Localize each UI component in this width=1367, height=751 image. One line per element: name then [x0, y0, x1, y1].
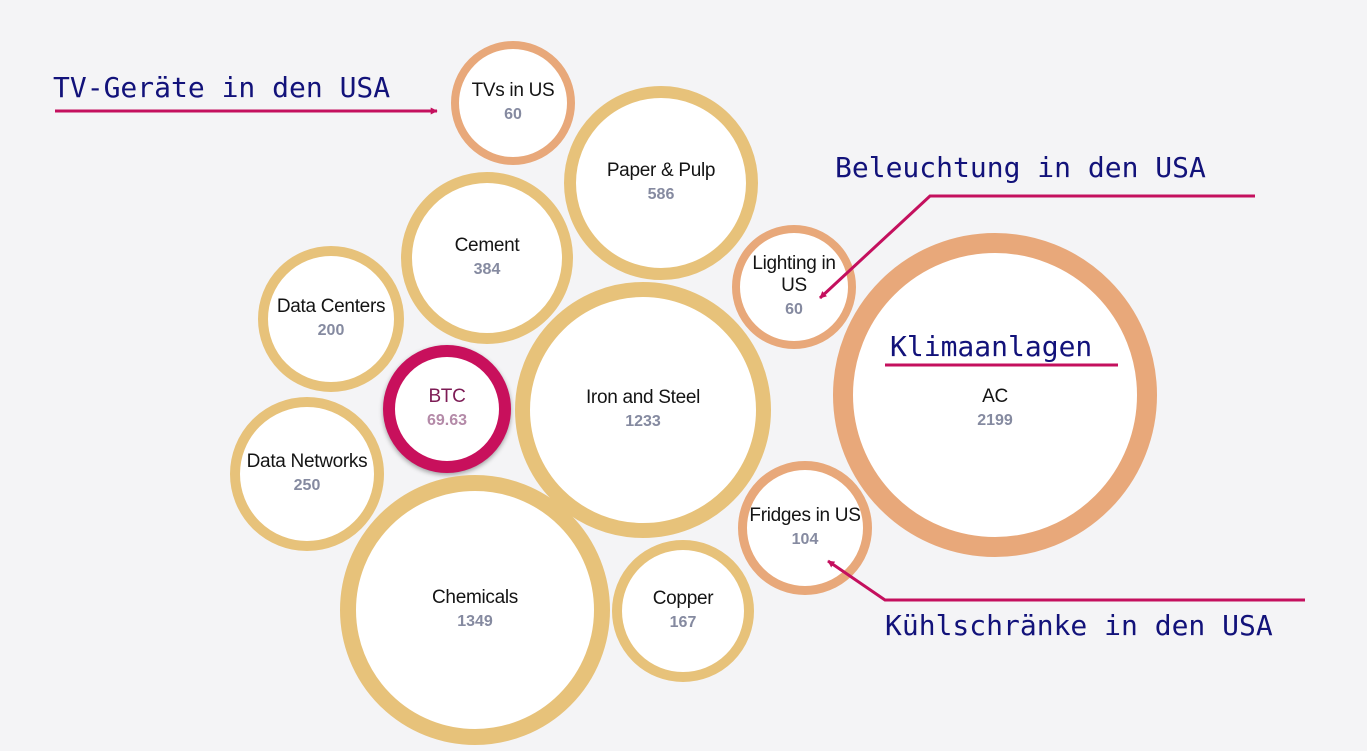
bubble-label: Iron and Steel [585, 387, 701, 408]
bubble-label: Data Networks [246, 451, 368, 472]
bubble-value: 60 [785, 301, 803, 318]
annotation-ac: Klimaanlagen [890, 330, 1093, 363]
bubble-datanetworks: Data Networks 250 [230, 397, 384, 551]
bubble-value: 250 [293, 477, 321, 494]
bubble-value: 586 [647, 186, 675, 203]
annotation-fridges: Kühlschränke in den USA [885, 609, 1273, 642]
bubble-label: BTC [428, 386, 466, 407]
bubble-cement: Cement 384 [401, 172, 573, 344]
bubble-label: Lighting in US [752, 253, 836, 296]
bubble-label: Paper & Pulp [606, 160, 716, 181]
arrow-lighting [818, 194, 1255, 300]
bubble-btc: BTC 69.63 [383, 345, 511, 473]
bubble-copper: Copper 167 [612, 540, 754, 682]
annotation-tvs: TV-Geräte in den USA [53, 71, 391, 104]
bubble-label: TVs in US [471, 80, 555, 101]
bubble-value: 1349 [457, 613, 493, 630]
annotation-lighting: Beleuchtung in den USA [835, 151, 1206, 184]
bubble-value: 384 [473, 261, 501, 278]
bubble-label: Cement [454, 235, 520, 256]
bubble-value: 69.63 [426, 412, 468, 429]
bubble-datacenters: Data Centers 200 [258, 246, 404, 392]
bubble-label: Chemicals [432, 587, 518, 608]
bubble-value: 1233 [625, 413, 661, 430]
bubble-tvs: TVs in US 60 [451, 41, 575, 165]
bubble-label: Copper [652, 588, 714, 609]
bubble-value: 200 [317, 322, 345, 339]
bubble-value: 2199 [977, 412, 1013, 429]
bubble-value: 167 [669, 614, 697, 631]
arrow-fridges [827, 559, 1305, 602]
bubble-value: 60 [504, 106, 522, 123]
bubble-label: Fridges in US [749, 505, 861, 526]
bubble-label: AC [982, 386, 1008, 407]
bubble-fridges: Fridges in US 104 [738, 461, 872, 595]
bubble-lighting: Lighting in US 60 [732, 225, 856, 349]
bubble-label: Data Centers [276, 296, 386, 317]
bubble-value: 104 [791, 531, 819, 548]
bubble-paper: Paper & Pulp 586 [564, 86, 758, 280]
